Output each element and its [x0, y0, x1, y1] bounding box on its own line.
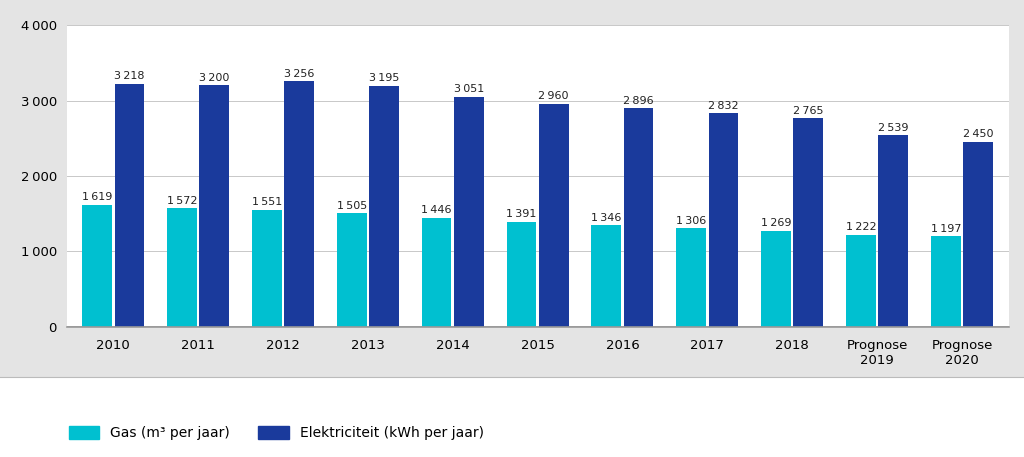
- Text: 1 222: 1 222: [846, 222, 877, 232]
- Text: 1 346: 1 346: [591, 213, 622, 223]
- Bar: [846, 234, 876, 327]
- Text: 2 960: 2 960: [539, 91, 569, 101]
- Text: 1 269: 1 269: [761, 218, 792, 228]
- Text: 1 572: 1 572: [167, 196, 198, 206]
- Bar: [82, 205, 112, 327]
- Bar: [794, 118, 823, 327]
- Bar: [677, 228, 707, 327]
- Bar: [167, 208, 197, 327]
- Text: 3 218: 3 218: [114, 71, 144, 81]
- Text: 2 832: 2 832: [709, 101, 738, 111]
- Bar: [964, 142, 993, 327]
- Bar: [761, 231, 791, 327]
- Text: 1 505: 1 505: [337, 201, 367, 211]
- Bar: [879, 135, 908, 327]
- Bar: [252, 210, 282, 327]
- Text: 2 539: 2 539: [878, 122, 908, 133]
- Text: 2 450: 2 450: [963, 129, 993, 139]
- Bar: [422, 218, 452, 327]
- Bar: [931, 236, 961, 327]
- Bar: [592, 225, 622, 327]
- Text: 3 051: 3 051: [454, 84, 484, 94]
- Bar: [369, 86, 398, 327]
- Text: 1 306: 1 306: [676, 216, 707, 226]
- Text: 3 195: 3 195: [369, 73, 399, 83]
- Text: 3 256: 3 256: [284, 69, 314, 79]
- Bar: [709, 113, 738, 327]
- Legend: Gas (m³ per jaar), Elektriciteit (kWh per jaar): Gas (m³ per jaar), Elektriciteit (kWh pe…: [63, 420, 489, 446]
- Text: 1 391: 1 391: [506, 209, 537, 219]
- Bar: [285, 81, 314, 327]
- Bar: [337, 213, 367, 327]
- Text: 1 551: 1 551: [252, 197, 282, 207]
- Bar: [507, 222, 537, 327]
- Bar: [454, 97, 483, 327]
- Text: 2 765: 2 765: [794, 106, 823, 116]
- Text: 3 200: 3 200: [199, 73, 229, 83]
- Bar: [115, 84, 144, 327]
- Text: 1 197: 1 197: [931, 224, 962, 234]
- Bar: [624, 108, 653, 327]
- Text: 1 619: 1 619: [82, 192, 113, 202]
- Bar: [539, 104, 568, 327]
- Text: 1 446: 1 446: [421, 205, 452, 215]
- Text: 2 896: 2 896: [624, 96, 654, 106]
- Bar: [200, 85, 229, 327]
